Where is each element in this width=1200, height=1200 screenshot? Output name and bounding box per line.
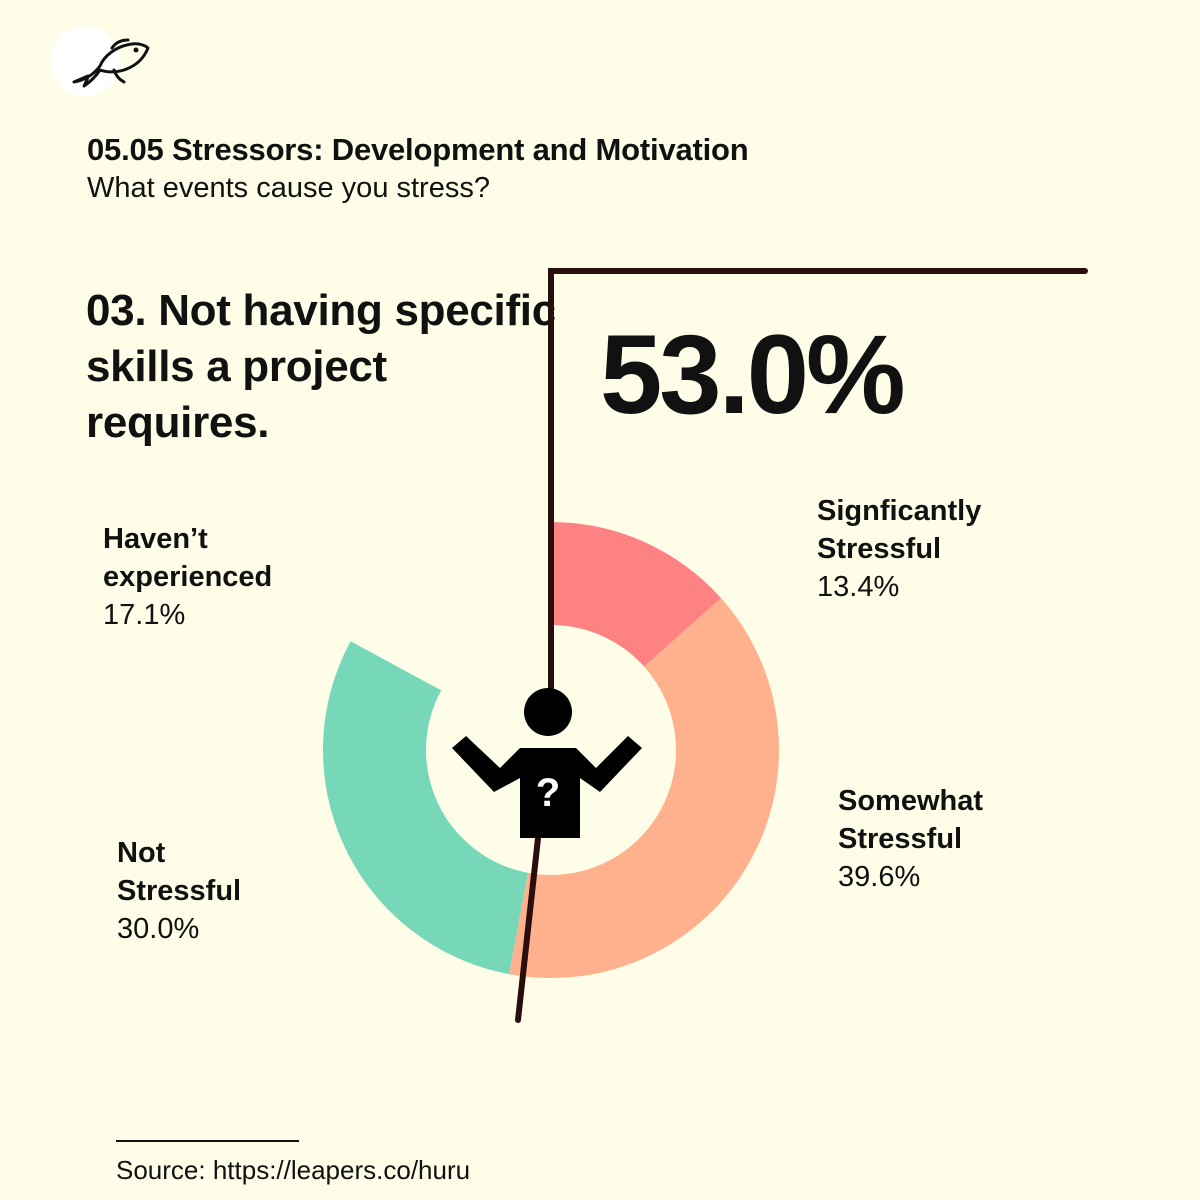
slice-label-havent-experienced: Haven’t experienced 17.1% <box>103 520 343 634</box>
highlight-percentage: 53.0% <box>600 312 906 437</box>
fish-icon <box>72 38 150 88</box>
slice-percent: 17.1% <box>103 599 186 631</box>
confused-person-icon: ? <box>452 688 642 838</box>
donut-slice-1 <box>551 522 721 667</box>
donut-slice-3 <box>323 641 528 975</box>
source-text: Source: https://leapers.co/huru <box>116 1155 471 1185</box>
slice-label-not-stressful: Not Stressful 30.0% <box>117 834 317 948</box>
page-title: 05.05 Stressors: Development and Motivat… <box>87 132 749 167</box>
slice-name-line1: Somewhat <box>838 785 984 817</box>
slice-name-line2: Stressful <box>117 875 242 907</box>
slice-percent: 13.4% <box>817 571 900 603</box>
slice-percent: 30.0% <box>117 913 200 945</box>
logo <box>50 26 150 96</box>
donut-slice-0 <box>350 522 551 691</box>
slice-name-line2: experienced <box>103 561 273 593</box>
slice-name-line2: Stressful <box>838 823 963 855</box>
slice-label-somewhat-stressful: Somewhat Stressful 39.6% <box>838 782 1078 896</box>
donut-slice-2 <box>509 598 779 978</box>
donut-slices <box>323 522 779 978</box>
slice-name-line1: Haven’t <box>103 523 208 555</box>
bracket-line-top <box>548 268 1088 693</box>
page-subtitle: What events cause you stress? <box>87 172 490 204</box>
bracket-line-bottom <box>515 817 543 1023</box>
source-divider <box>116 1140 299 1142</box>
slice-name-line1: Signficantly <box>817 495 982 527</box>
slice-label-significantly-stressful: Signficantly Stressful 13.4% <box>817 492 1057 606</box>
slice-name-line1: Not <box>117 837 166 869</box>
slice-name-line2: Stressful <box>817 533 942 565</box>
svg-text:?: ? <box>536 771 560 815</box>
headline: 03. Not having specific skills a project… <box>86 286 556 447</box>
slice-percent: 39.6% <box>838 861 921 893</box>
highlight-bracket <box>515 268 1088 1023</box>
